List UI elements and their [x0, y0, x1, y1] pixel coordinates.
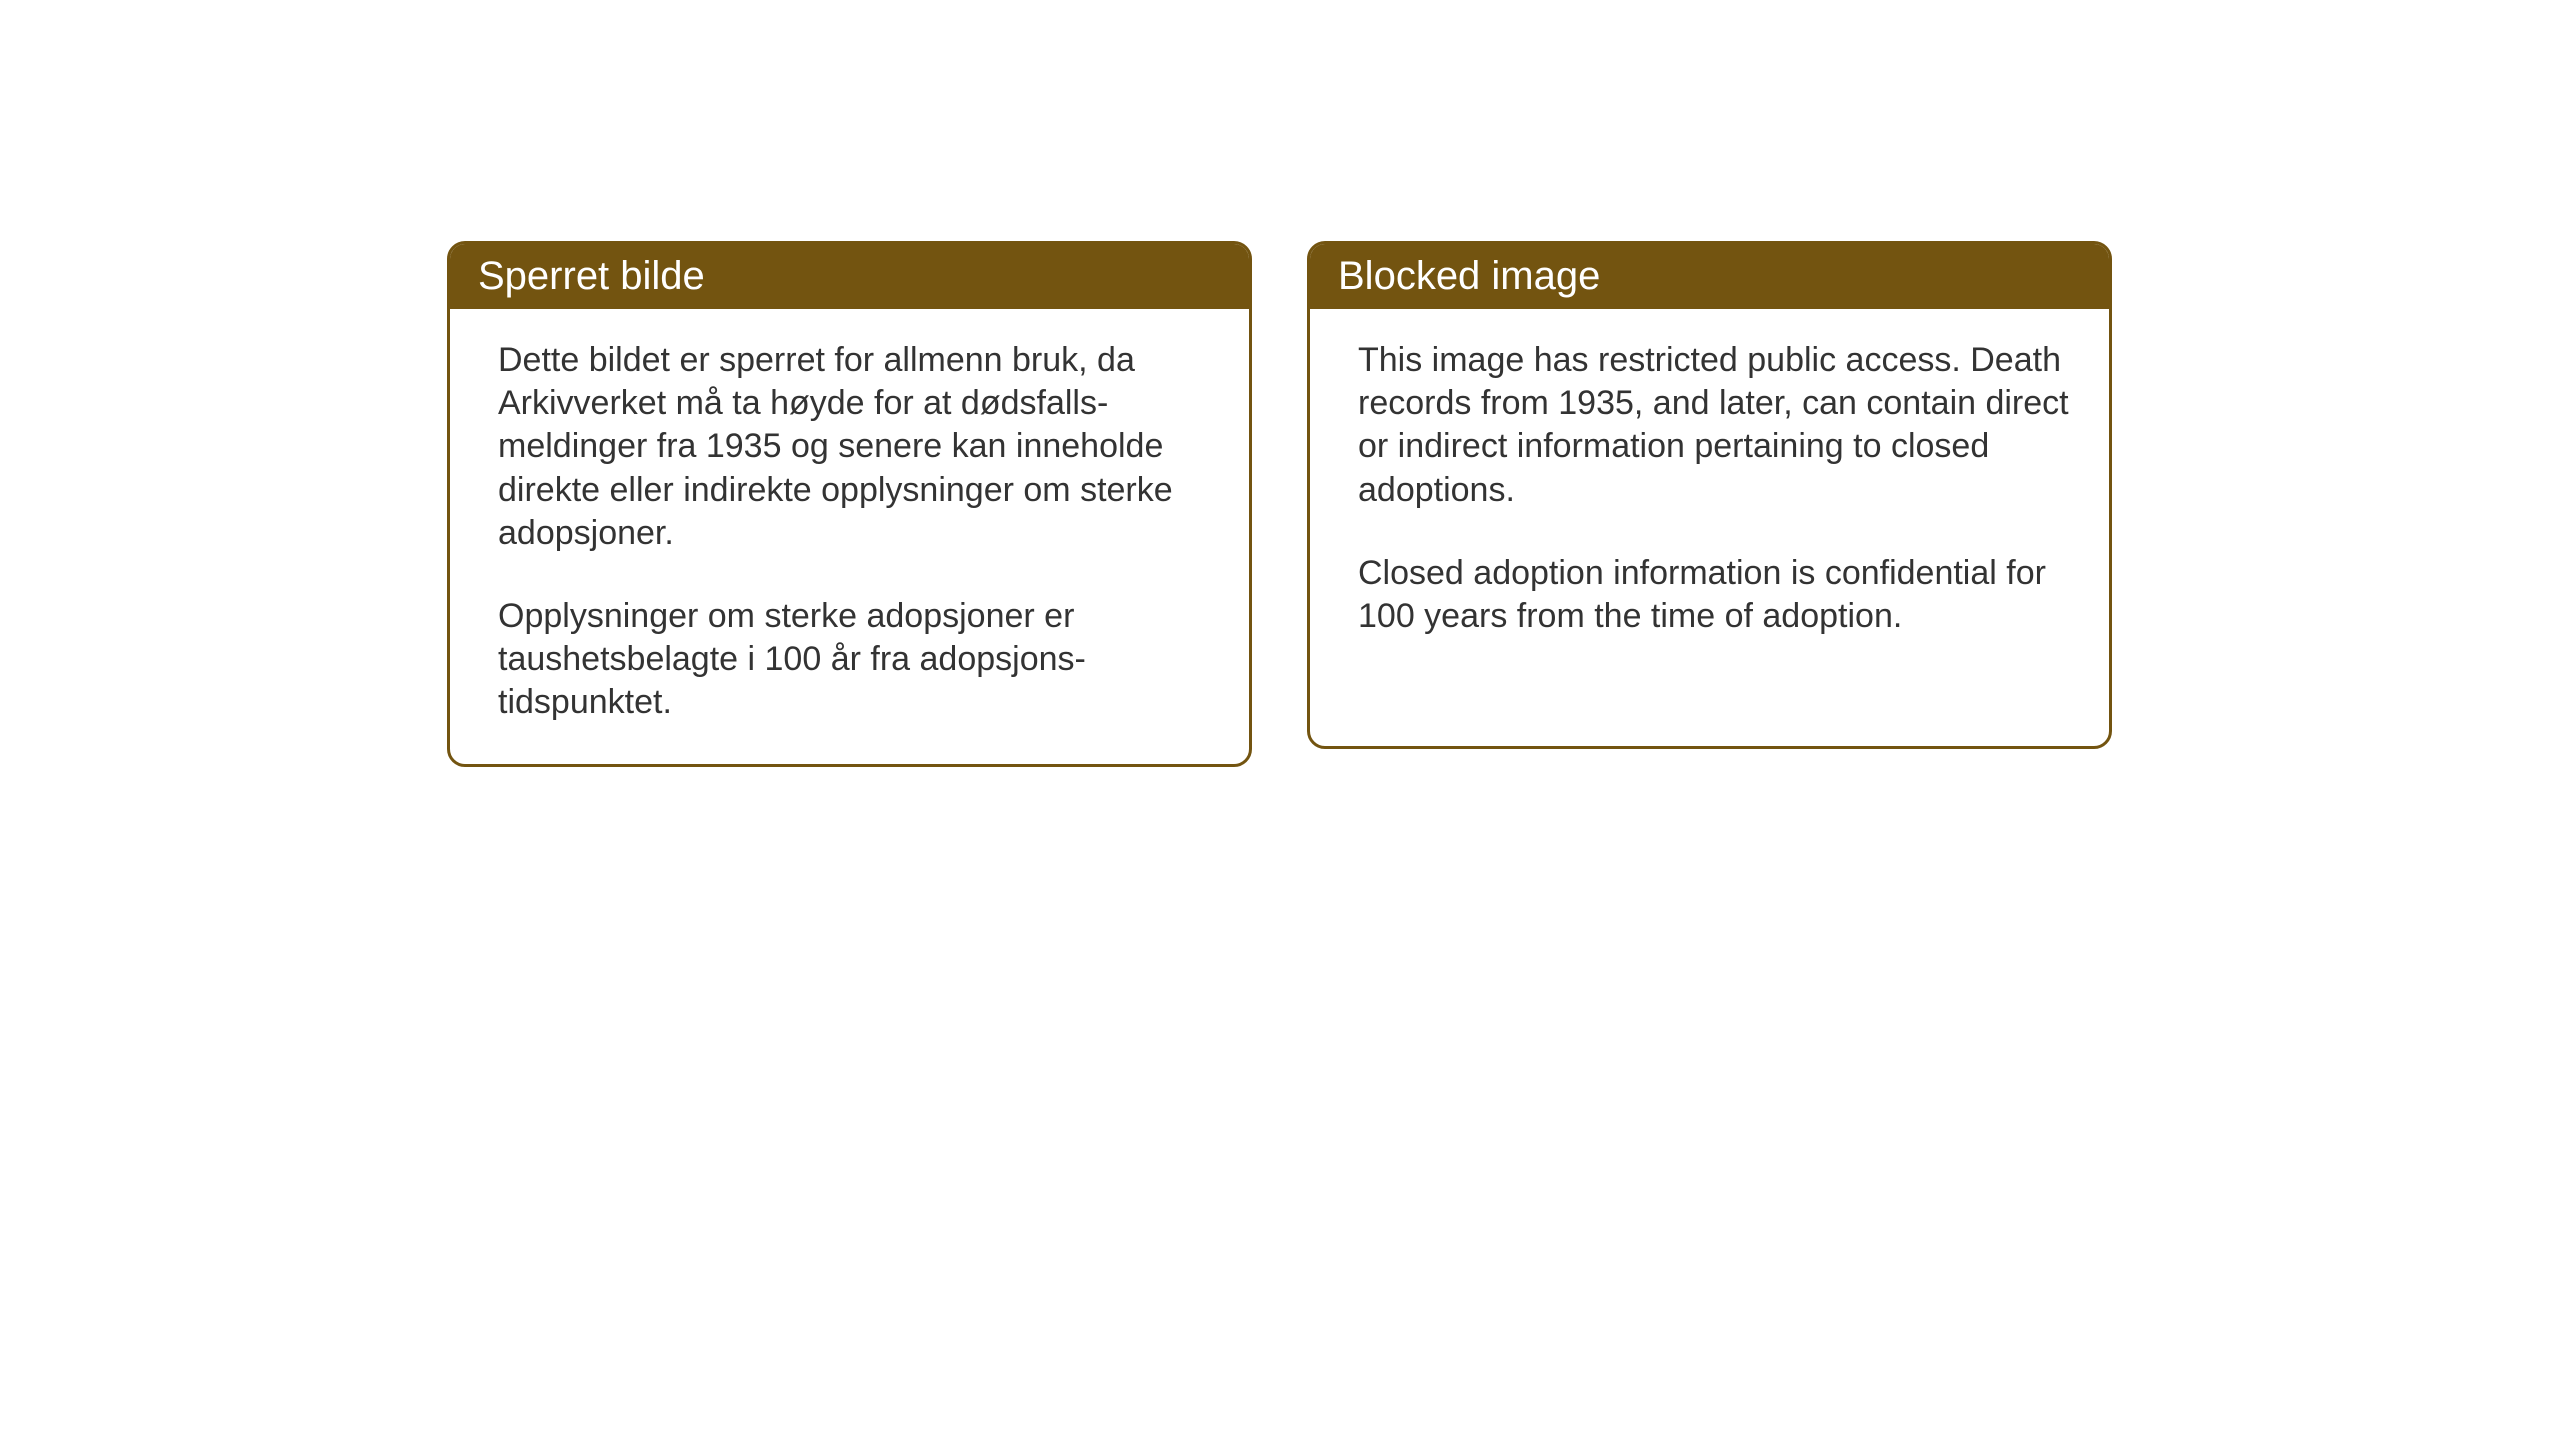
- paragraph-norwegian-1: Dette bildet er sperret for allmenn bruk…: [498, 339, 1211, 555]
- card-english: Blocked image This image has restricted …: [1307, 241, 2112, 749]
- paragraph-english-2: Closed adoption information is confident…: [1358, 552, 2071, 638]
- paragraph-english-1: This image has restricted public access.…: [1358, 339, 2071, 512]
- paragraph-norwegian-2: Opplysninger om sterke adopsjoner er tau…: [498, 595, 1211, 725]
- card-header-english: Blocked image: [1310, 244, 2109, 309]
- card-norwegian: Sperret bilde Dette bildet er sperret fo…: [447, 241, 1252, 767]
- cards-container: Sperret bilde Dette bildet er sperret fo…: [447, 241, 2112, 767]
- card-header-norwegian: Sperret bilde: [450, 244, 1249, 309]
- card-body-english: This image has restricted public access.…: [1310, 309, 2109, 678]
- card-body-norwegian: Dette bildet er sperret for allmenn bruk…: [450, 309, 1249, 764]
